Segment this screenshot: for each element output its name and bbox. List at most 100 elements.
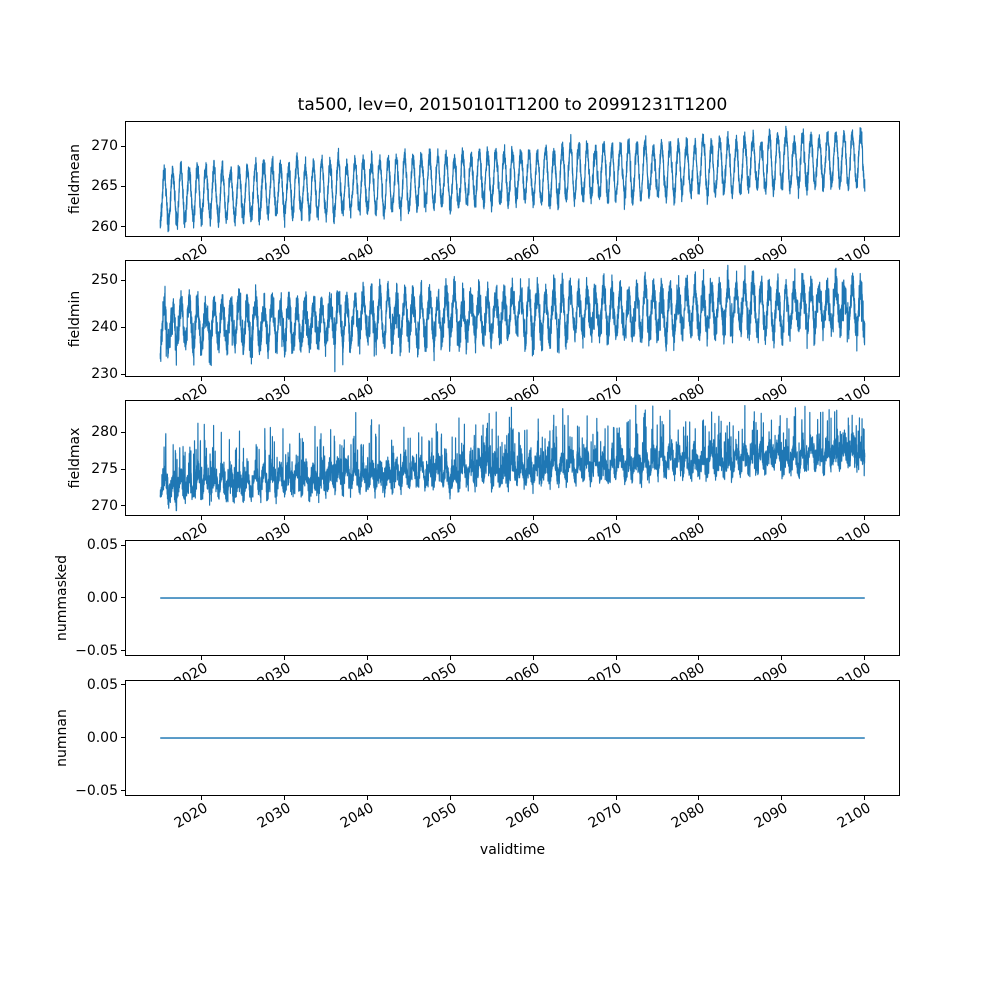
x-tick-mark: [201, 515, 203, 521]
series-line-nummasked: [126, 540, 899, 656]
subplot-fieldmean: 260 265 270 fieldmean 2020 2030 2040 2050 2060 20…: [67, 120, 900, 273]
x-tick-mark: [284, 236, 286, 242]
x-tick-mark: [781, 236, 783, 242]
y-tick-mark: [121, 505, 125, 507]
x-tick-mark: [366, 515, 368, 521]
y-tick-label: −0.05: [75, 642, 118, 659]
y-tick-label: 275: [91, 461, 118, 478]
subplot-fieldmax: 270 275 280 fieldmax 2020 2030 2040 2050 2060 207…: [67, 400, 900, 552]
x-tick-mark: [284, 515, 286, 521]
x-tick-mark: [449, 794, 451, 800]
y-tick-label: 270: [91, 497, 118, 514]
series-line-fieldmean: [126, 121, 899, 237]
x-tick-mark: [366, 794, 368, 800]
y-axis-label-fieldmean: fieldmean: [67, 143, 84, 214]
x-axis-label: validtime: [479, 842, 546, 858]
x-tick-mark: [532, 375, 534, 381]
x-tick-label: 2020: [171, 799, 211, 832]
x-tick-label: 2100: [834, 799, 874, 832]
y-tick-label: 0.05: [86, 537, 118, 554]
y-axis-label-fieldmin: fieldmin: [67, 290, 84, 347]
y-tick-mark: [121, 468, 125, 470]
x-tick-mark: [864, 375, 866, 381]
series-line-fieldmin: [126, 261, 899, 376]
x-tick-mark: [449, 515, 451, 521]
x-tick-mark: [532, 515, 534, 521]
x-tick-label: 2030: [254, 799, 294, 832]
y-tick-label: 0.00: [86, 589, 118, 606]
x-tick-mark: [201, 655, 203, 661]
x-tick-mark: [698, 794, 700, 800]
x-tick-mark: [366, 655, 368, 661]
x-tick-label: 2050: [420, 799, 460, 832]
subplot-nummasked: 0.05 0.00 −0.05 nummasked 2020 2030 2040 2050 20…: [54, 537, 900, 692]
y-tick-mark: [121, 373, 125, 375]
x-tick-mark: [615, 236, 617, 242]
series-line-numnan: [126, 680, 899, 795]
y-tick-label: 230: [91, 366, 118, 383]
y-axis-label-nummasked: nummasked: [54, 554, 71, 641]
y-tick-mark: [121, 684, 125, 686]
x-tick-label: 2090: [752, 799, 791, 832]
x-tick-label: 2060: [503, 799, 543, 832]
y-tick-mark: [121, 544, 125, 546]
y-tick-mark: [121, 185, 125, 187]
y-tick-mark: [121, 790, 125, 792]
x-tick-mark: [864, 794, 866, 800]
x-tick-mark: [201, 236, 203, 242]
y-tick-label: −0.05: [75, 782, 118, 799]
x-tick-mark: [284, 375, 286, 381]
y-tick-label: 270: [91, 138, 118, 155]
y-tick-mark: [121, 326, 125, 328]
x-tick-mark: [532, 655, 534, 661]
x-tick-label: 2040: [337, 799, 377, 832]
x-tick-mark: [449, 375, 451, 381]
y-tick-label: 260: [91, 218, 118, 235]
x-tick-mark: [366, 236, 368, 242]
x-tick-mark: [781, 515, 783, 521]
x-tick-mark: [201, 375, 203, 381]
x-tick-mark: [449, 655, 451, 661]
x-tick-mark: [532, 236, 534, 242]
figure-title: ta500, lev=0, 20150101T1200 to 20991231T…: [297, 95, 728, 115]
y-tick-mark: [121, 737, 125, 739]
x-tick-mark: [698, 375, 700, 381]
x-tick-mark: [698, 655, 700, 661]
x-tick-mark: [449, 236, 451, 242]
x-tick-label: 2080: [669, 799, 708, 832]
y-tick-label: 0.05: [86, 676, 118, 693]
y-tick-label: 280: [91, 424, 118, 441]
x-tick-mark: [615, 375, 617, 381]
x-tick-mark: [864, 655, 866, 661]
y-axis-label-fieldmax: fieldmax: [67, 427, 84, 489]
x-tick-mark: [698, 515, 700, 521]
x-tick-mark: [284, 655, 286, 661]
x-tick-mark: [284, 794, 286, 800]
subplot-fieldmin: 230 240 250 fieldmin 2020 2030 2040 2050 2060 207…: [67, 260, 900, 412]
x-tick-mark: [615, 655, 617, 661]
x-tick-mark: [781, 794, 783, 800]
y-tick-label: 250: [91, 272, 118, 289]
subplot-numnan: 0.05 0.00 −0.05 numnan 2020 2030 2040 2050 2060 2…: [54, 677, 900, 832]
y-tick-mark: [121, 597, 125, 599]
y-axis-label-numnan: numnan: [54, 708, 71, 767]
series-line-fieldmax: [126, 401, 899, 516]
y-tick-label: 0.00: [86, 729, 118, 746]
x-tick-mark: [615, 794, 617, 800]
y-tick-mark: [121, 431, 125, 433]
x-tick-mark: [781, 655, 783, 661]
y-tick-mark: [121, 650, 125, 652]
y-tick-mark: [121, 145, 125, 147]
y-tick-mark: [121, 279, 125, 281]
x-tick-mark: [864, 515, 866, 521]
x-tick-mark: [781, 375, 783, 381]
y-tick-label: 240: [91, 319, 118, 336]
x-tick-mark: [532, 794, 534, 800]
x-tick-mark: [864, 236, 866, 242]
x-tick-mark: [366, 375, 368, 381]
x-tick-mark: [698, 236, 700, 242]
x-tick-mark: [201, 794, 203, 800]
y-tick-label: 265: [91, 178, 118, 195]
x-tick-mark: [615, 515, 617, 521]
